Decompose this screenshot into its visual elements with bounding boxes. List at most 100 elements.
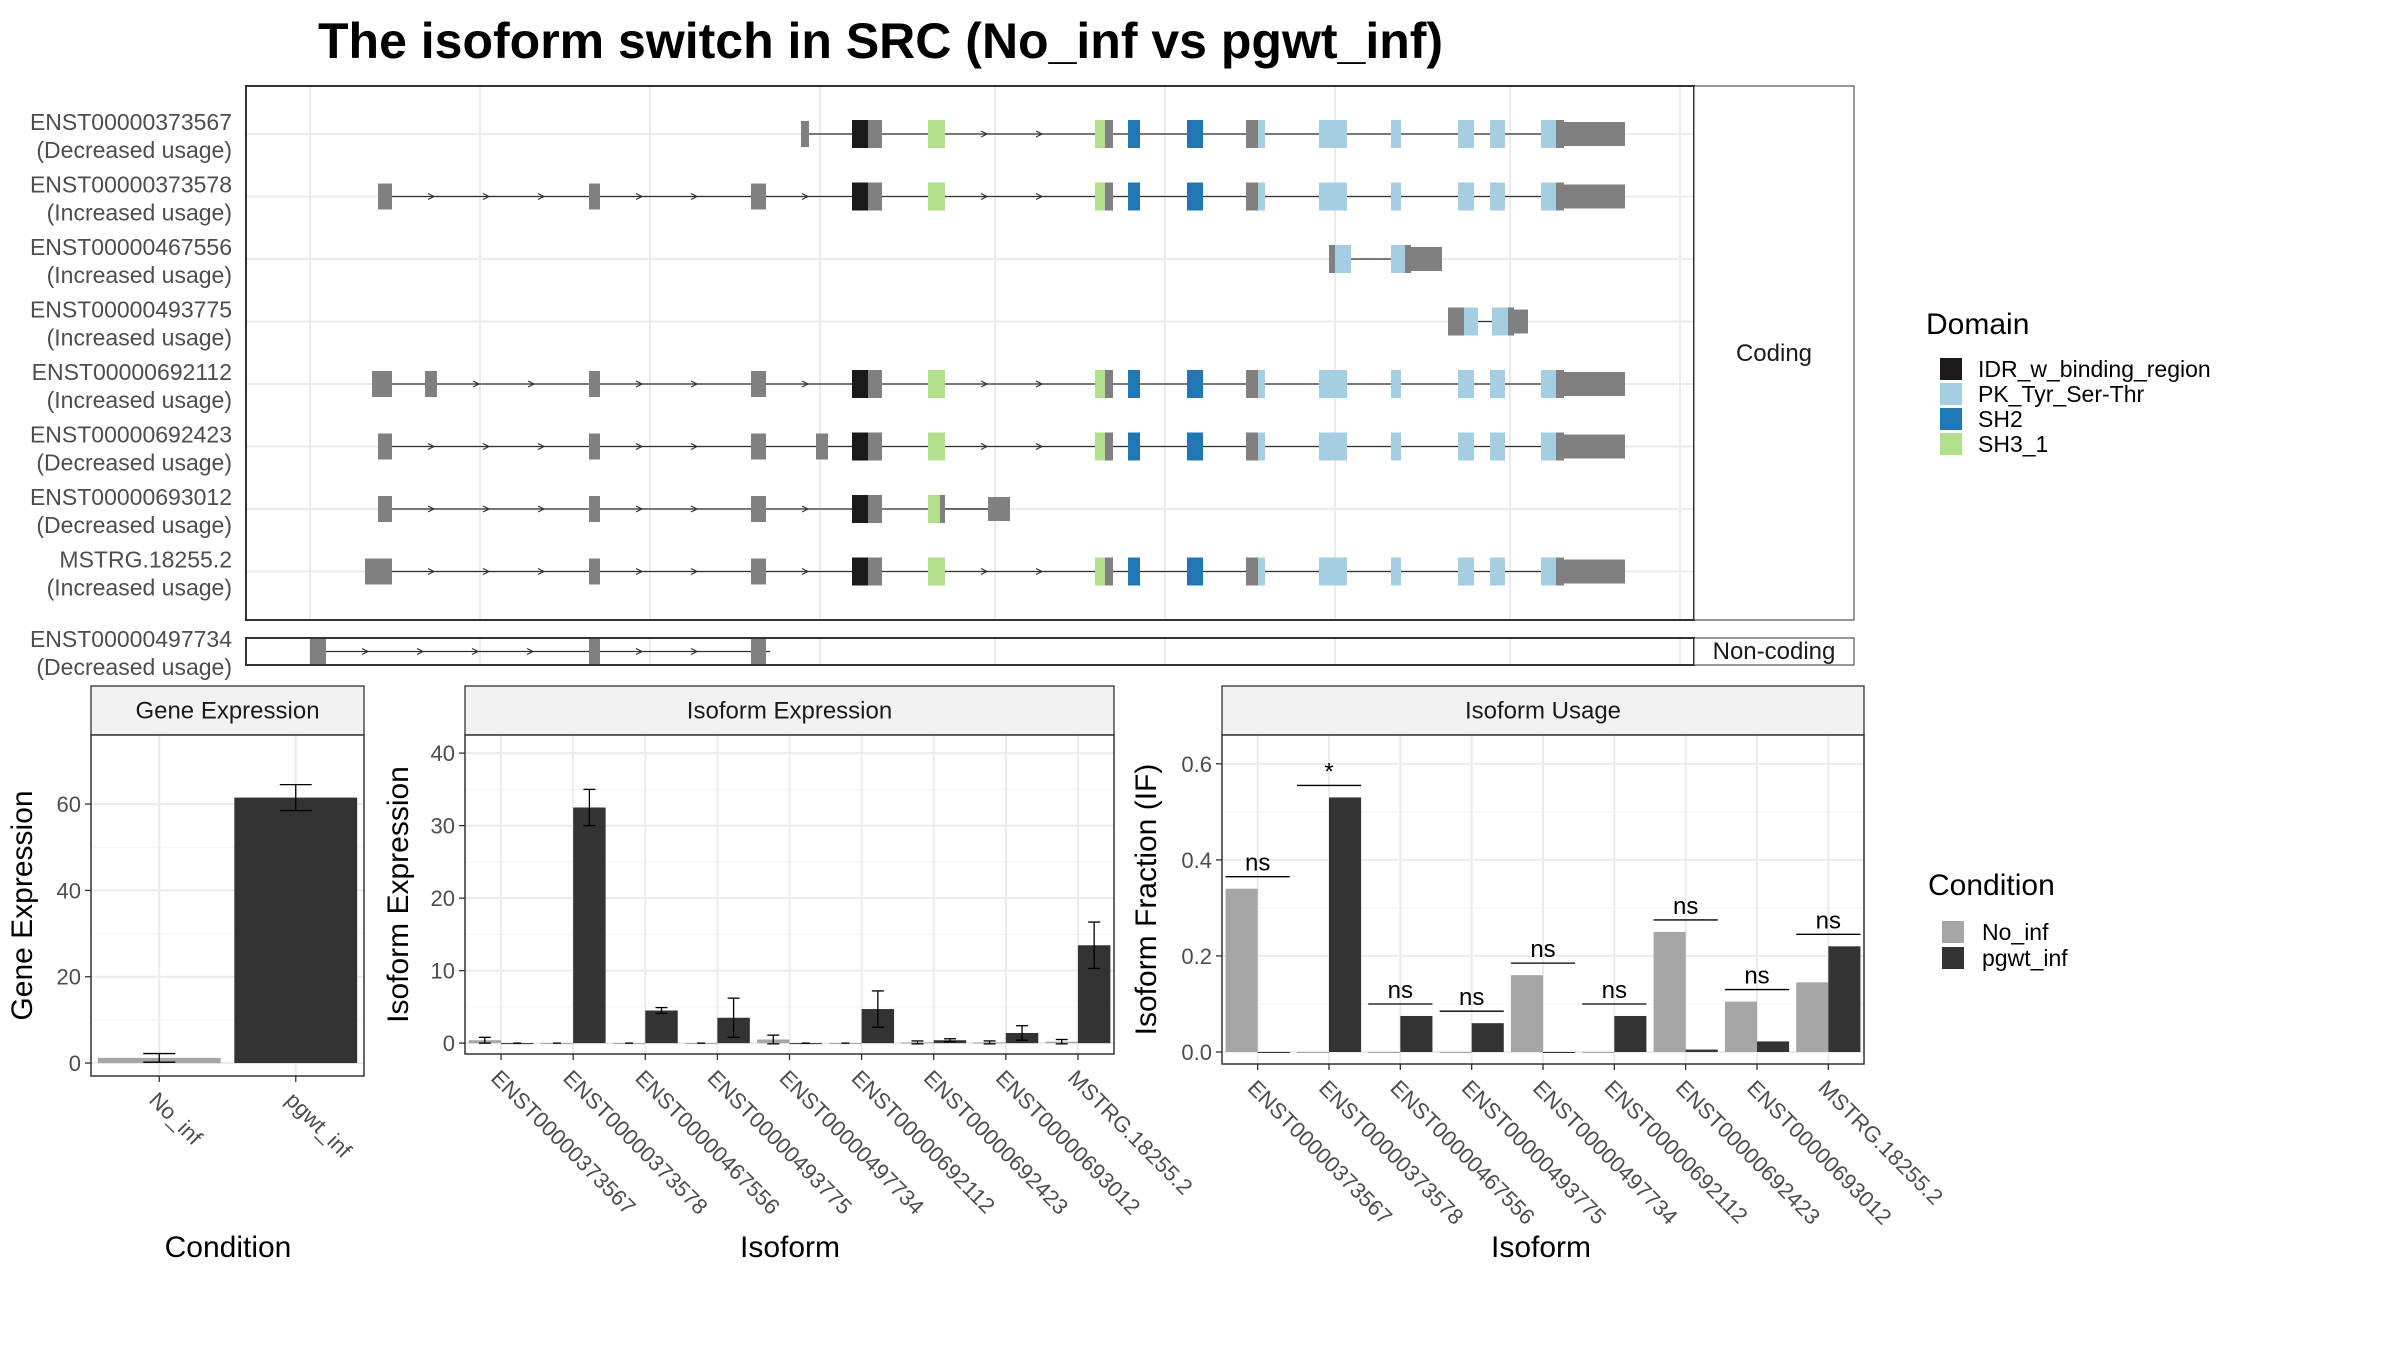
significance-label: ns: [1602, 977, 1627, 1004]
y-axis-title: Gene Expression: [6, 790, 39, 1020]
coding-strip: [1693, 85, 1855, 621]
exon-block: [425, 371, 437, 397]
y-tick-label: 30: [431, 814, 455, 839]
bar-pgwt_inf: [573, 807, 606, 1044]
intron-direction-arrow: [980, 192, 989, 201]
intron-direction-arrow: [527, 380, 536, 388]
bar-No_inf: [1653, 931, 1686, 1052]
bar-No_inf: [1296, 1051, 1329, 1053]
exon-block: [1556, 182, 1564, 211]
exon-block: [1105, 432, 1113, 461]
bar-pgwt_inf: [645, 1010, 678, 1044]
exon-block: [365, 558, 392, 585]
transcript-track: [378, 495, 1010, 523]
utr-block: [1564, 372, 1625, 396]
isoform-label-id: ENST00000692423: [30, 422, 232, 448]
domain-block: [1187, 120, 1203, 148]
domain-legend-swatch: [1940, 358, 1962, 380]
isoform-label-usage: (Decreased usage): [36, 654, 232, 680]
coding-strip-label: Coding: [1736, 340, 1812, 367]
bar-No_inf: [1439, 1051, 1472, 1053]
significance-label: ns: [1816, 907, 1841, 934]
domain-legend-swatch: [1940, 433, 1962, 455]
exon-block: [1105, 370, 1113, 398]
intron-direction-arrow: [1035, 192, 1044, 201]
intron-direction-arrow: [482, 442, 491, 451]
domain-block: [1541, 182, 1556, 211]
intron-direction-arrow: [482, 567, 491, 576]
y-tick-label: 0: [69, 1051, 81, 1076]
intron-direction-arrow: [801, 567, 810, 576]
exon-block: [1105, 182, 1113, 211]
domain-block: [1095, 432, 1105, 461]
isoform-label-usage: (Decreased usage): [36, 512, 232, 538]
intron-direction-arrow: [1035, 380, 1044, 388]
intron-direction-arrow: [690, 192, 699, 201]
intron-direction-arrow: [482, 192, 491, 201]
bar-pgwt_inf: [1614, 1015, 1647, 1052]
exon-block: [751, 496, 766, 522]
domain-block: [928, 120, 945, 148]
exon-block: [868, 432, 882, 461]
domain-block: [1391, 370, 1401, 398]
exon-block: [1329, 245, 1335, 273]
intron-direction-arrow: [537, 192, 546, 201]
exon-block: [1246, 120, 1258, 148]
significance-label: ns: [1245, 850, 1270, 877]
exon-block: [1105, 120, 1113, 148]
y-axis-title: Isoform Fraction (IF): [1130, 764, 1163, 1036]
domain-block: [852, 182, 868, 211]
exon-block: [1405, 245, 1411, 273]
domain-block: [1490, 182, 1505, 211]
domain-block: [1492, 307, 1508, 336]
noncoding-strip-label: Non-coding: [1713, 638, 1836, 665]
domain-block: [1319, 120, 1347, 148]
domain-block: [852, 495, 868, 523]
exon-block: [868, 495, 882, 523]
intron-direction-arrow: [980, 130, 989, 138]
bar-pgwt_inf: [1257, 1051, 1290, 1053]
exon-block: [1556, 120, 1564, 148]
isoform-label-usage: (Increased usage): [47, 200, 232, 226]
transcript-track: [378, 432, 1625, 461]
chart-strip-title: Isoform Expression: [687, 698, 892, 725]
isoform-label-usage: (Increased usage): [47, 325, 232, 351]
domain-block: [928, 370, 945, 398]
exon-block: [589, 496, 600, 522]
domain-block: [1319, 432, 1347, 461]
domain-block: [1490, 370, 1505, 398]
bar-pgwt_inf: [1828, 946, 1861, 1052]
utr-block: [1564, 434, 1625, 459]
exon-block: [589, 433, 600, 460]
exon-block: [1246, 557, 1258, 586]
y-tick-label: 40: [431, 741, 455, 766]
intron-direction-arrow: [537, 505, 546, 513]
utr-block: [1564, 122, 1625, 146]
domain-block: [1464, 307, 1478, 336]
domain-block: [1128, 182, 1140, 211]
intron-direction-arrow: [416, 647, 425, 656]
exon-block: [988, 497, 1010, 521]
domain-block: [1391, 182, 1401, 211]
exon-block: [751, 371, 766, 397]
coding-plot-area: [246, 86, 1694, 620]
domain-block: [1258, 120, 1265, 148]
isoform-label-usage: (Increased usage): [47, 575, 232, 601]
exon-block: [1105, 557, 1113, 586]
intron-direction-arrow: [980, 567, 989, 576]
intron-direction-arrow: [1035, 442, 1044, 451]
intron-direction-arrow: [801, 192, 810, 201]
domain-block: [1095, 370, 1105, 398]
domain-block: [852, 120, 868, 148]
exon-block: [940, 495, 945, 523]
transcript-track: [378, 182, 1625, 211]
exon-block: [378, 433, 392, 460]
significance-label: ns: [1388, 977, 1413, 1004]
y-tick-label: 20: [57, 965, 81, 990]
domain-legend-label: IDR_w_binding_region: [1978, 356, 2211, 382]
transcript-track: [372, 370, 1625, 398]
transcript-structure-panel: Coding Non-coding ENST00000373567(Decrea…: [30, 85, 1855, 680]
exon-block: [1246, 370, 1258, 398]
